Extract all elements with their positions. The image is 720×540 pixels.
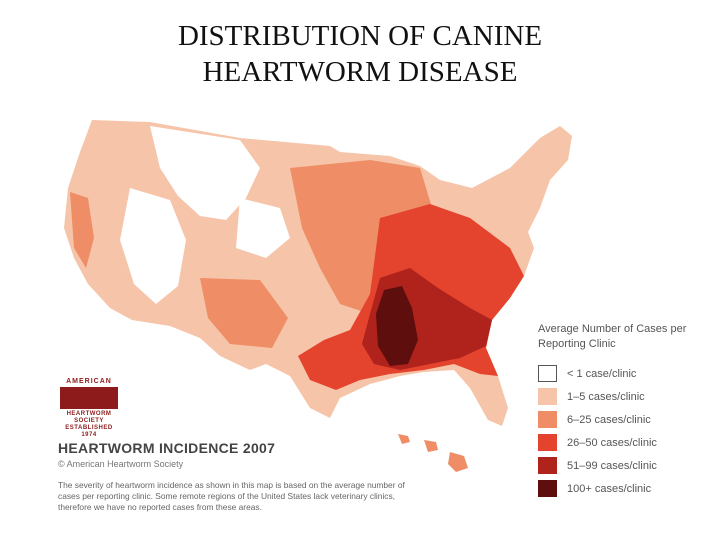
region-medium-southwest <box>200 278 288 348</box>
region-low-plains <box>236 198 290 258</box>
legend-item: 1–5 cases/clinic <box>538 385 698 408</box>
us-heartworm-map <box>40 108 680 528</box>
legend-swatch <box>538 365 557 382</box>
map-legend: Average Number of Cases per Reporting Cl… <box>538 322 698 500</box>
legend-swatch <box>538 388 557 405</box>
logo-text-heartworm: HEARTWORM <box>66 411 112 417</box>
title-line-1: DISTRIBUTION OF CANINE <box>177 20 543 52</box>
legend-swatch <box>538 480 557 497</box>
logo-text-established: ESTABLISHED 1974 <box>65 425 113 438</box>
logo-text-society: SOCIETY <box>74 418 104 424</box>
map-caption: HEARTWORM INCIDENCE 2007 <box>58 440 276 456</box>
region-medium-west-coast <box>70 192 94 268</box>
legend-item: 100+ cases/clinic <box>538 477 698 500</box>
legend-swatch <box>538 457 557 474</box>
legend-item: 6–25 cases/clinic <box>538 408 698 431</box>
legend-item: < 1 case/clinic <box>538 362 698 385</box>
legend-swatch <box>538 411 557 428</box>
region-low-northwest <box>150 126 260 220</box>
copyright-notice: © American Heartworm Society <box>58 459 184 469</box>
hawaii-islands <box>398 434 468 472</box>
logo-text-top: AMERICAN <box>66 378 112 385</box>
legend-label: 100+ cases/clinic <box>567 482 652 495</box>
legend-label: 6–25 cases/clinic <box>567 413 651 426</box>
american-heartworm-society-logo: AMERICAN HEARTWORM SOCIETY ESTABLISHED 1… <box>60 378 118 438</box>
heart-logo-icon <box>60 387 118 409</box>
slide-title: DISTRIBUTION OF CANINE HEARTWORM DISEASE <box>0 18 720 90</box>
legend-label: 1–5 cases/clinic <box>567 390 645 403</box>
legend-swatch <box>538 434 557 451</box>
legend-item: 26–50 cases/clinic <box>538 431 698 454</box>
legend-label: 26–50 cases/clinic <box>567 436 657 449</box>
legend-label: 51–99 cases/clinic <box>567 459 657 472</box>
legend-items: < 1 case/clinic 1–5 cases/clinic 6–25 case… <box>538 362 698 500</box>
legend-label: < 1 case/clinic <box>567 367 637 380</box>
title-line-2: HEARTWORM DISEASE <box>202 56 518 88</box>
map-footnote: The severity of heartworm incidence as s… <box>58 480 405 512</box>
region-low-mountain <box>120 188 186 304</box>
region-extreme-mississippi <box>376 286 418 366</box>
legend-title: Average Number of Cases per Reporting Cl… <box>538 323 687 350</box>
legend-item: 51–99 cases/clinic <box>538 454 698 477</box>
map-svg <box>64 120 572 472</box>
